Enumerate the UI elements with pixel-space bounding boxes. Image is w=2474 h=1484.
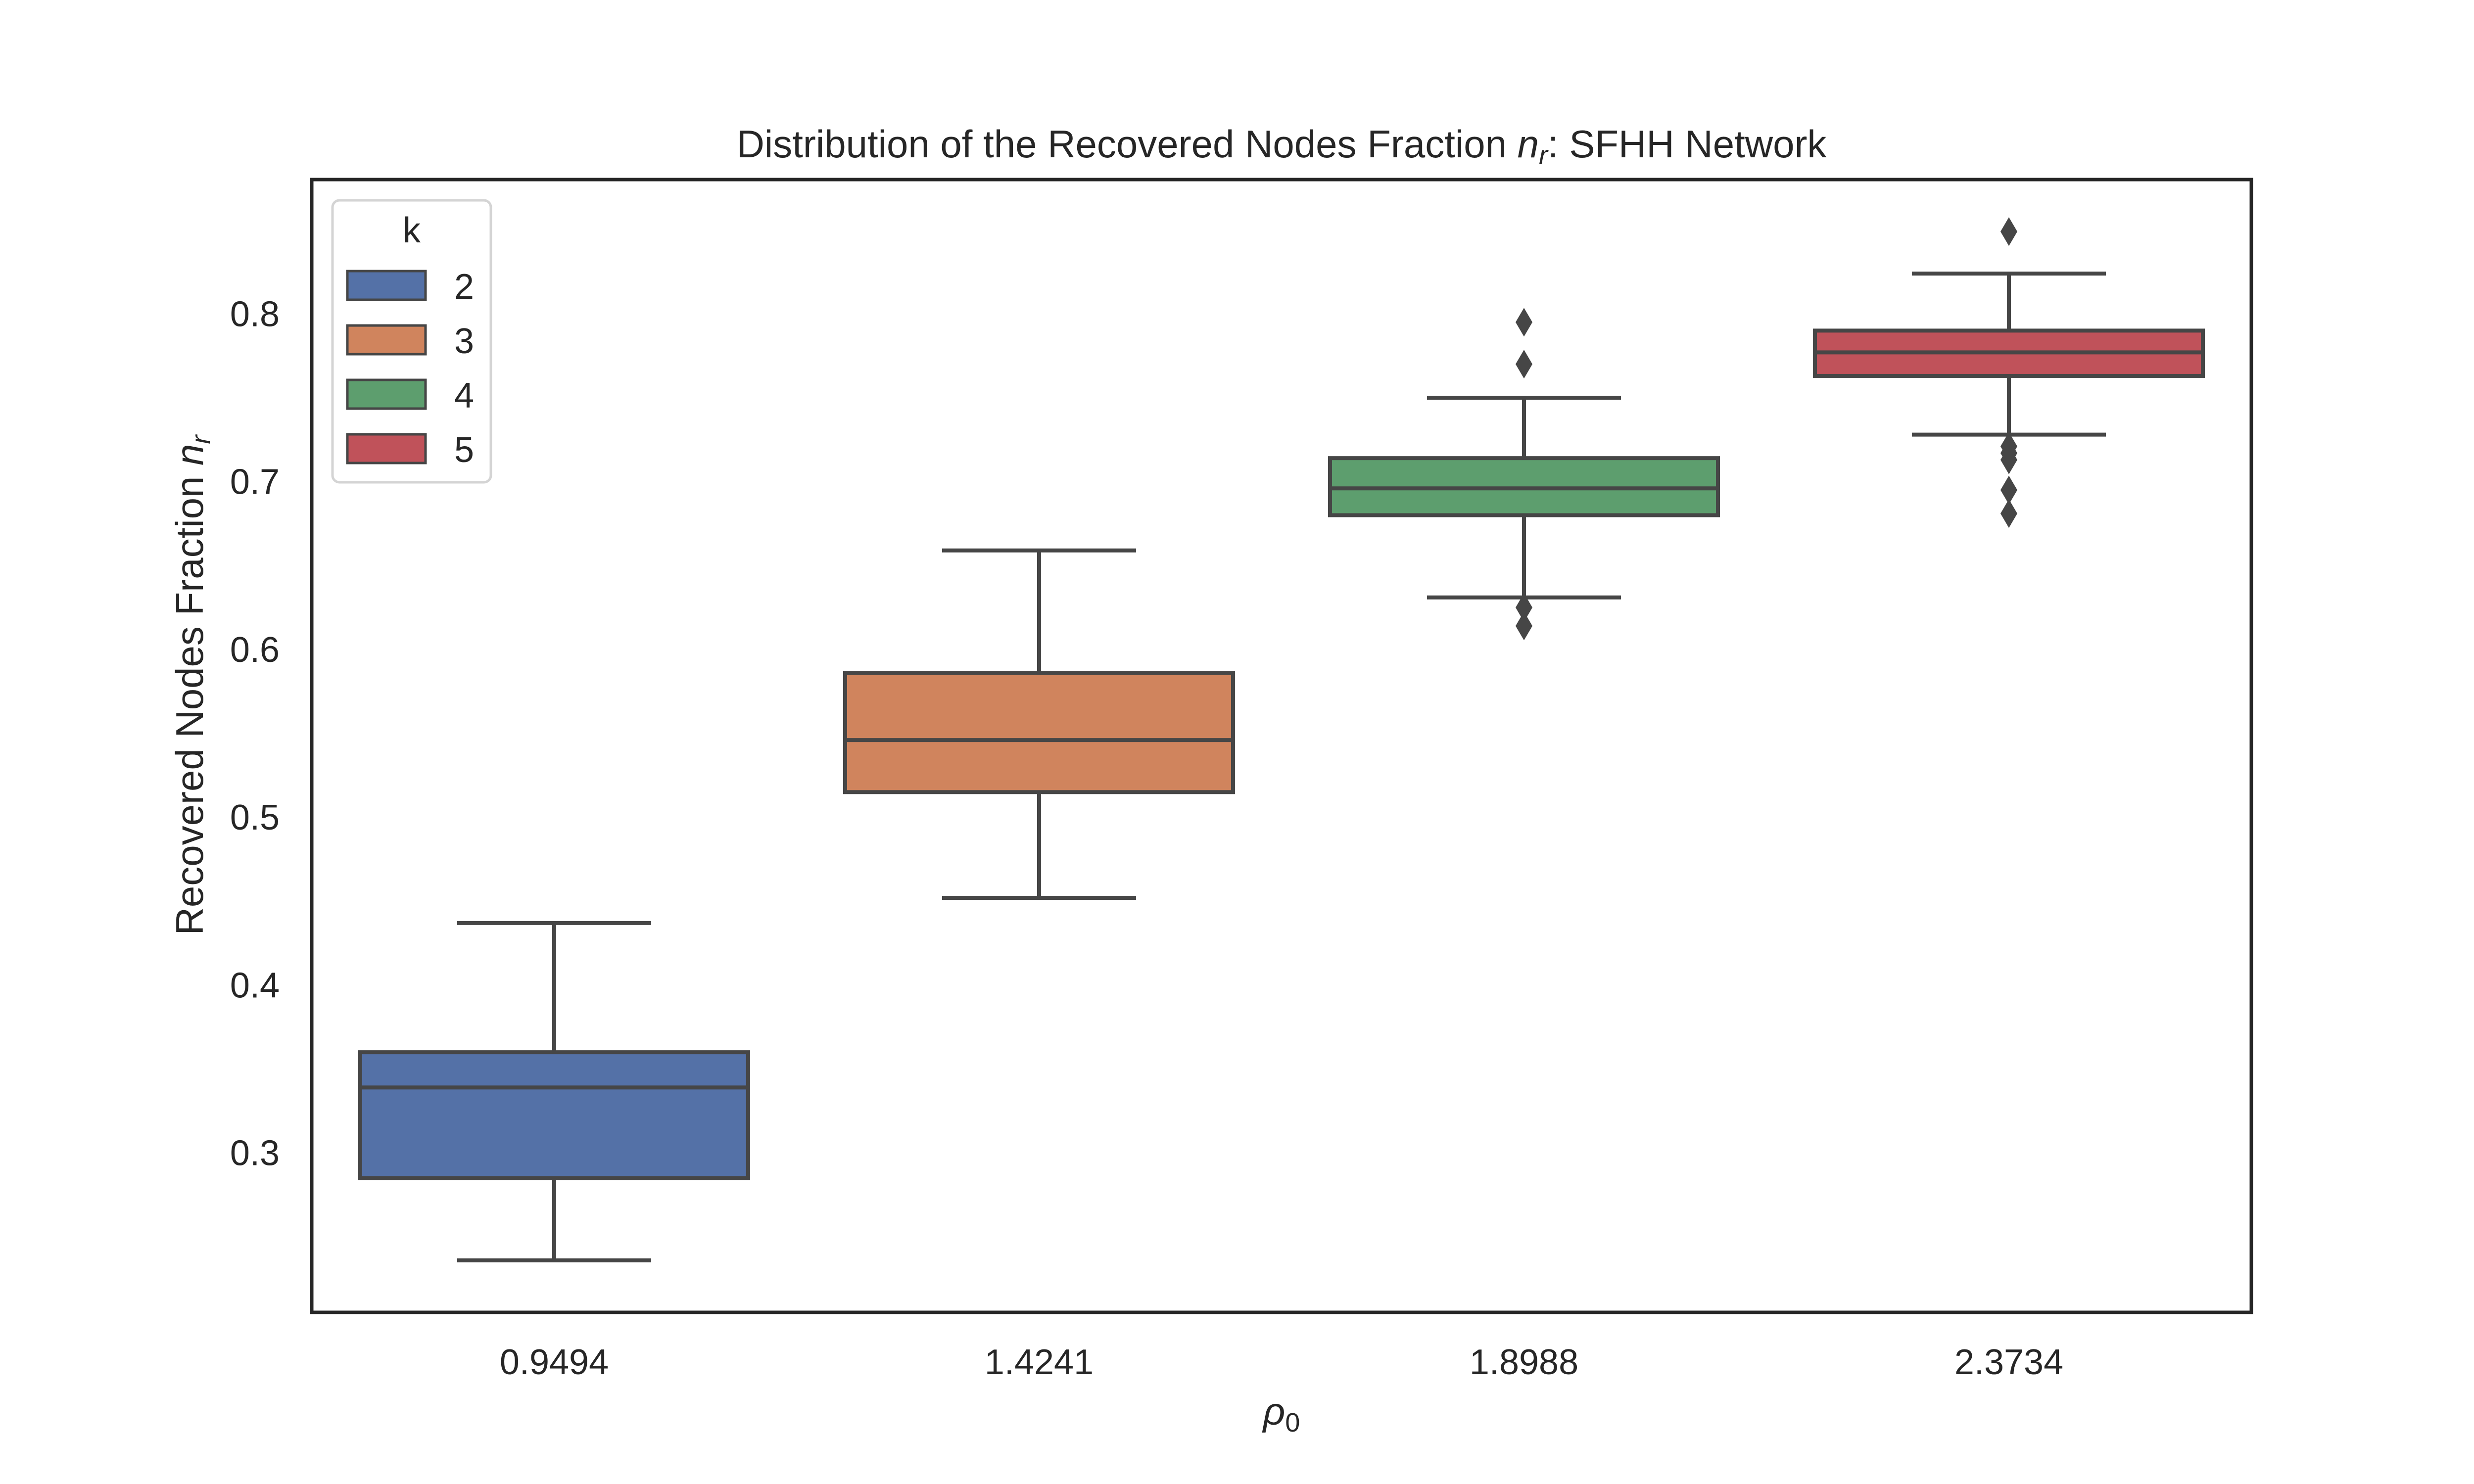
y-tick-label: 0.7 xyxy=(230,463,280,502)
box-group-k-3 xyxy=(843,548,1235,900)
boxes-layer xyxy=(358,217,2205,1262)
legend-title: k xyxy=(403,211,421,250)
x-tick-label: 0.9494 xyxy=(500,1343,609,1382)
legend-swatch-k-3 xyxy=(346,324,427,356)
y-axis-ticks: 0.3 0.4 0.5 0.6 0.7 0.8 xyxy=(230,294,280,1173)
plot-frame xyxy=(310,178,2253,1314)
legend-swatch-k-5 xyxy=(346,433,427,464)
legend-label-k-5: 5 xyxy=(454,430,474,470)
box-group-k-4 xyxy=(1328,308,1720,641)
x-tick-label: 2.3734 xyxy=(1954,1343,2063,1382)
x-axis-label: ρ0 xyxy=(1262,1390,1300,1438)
box-group-k-5 xyxy=(1813,217,2205,528)
legend-label-k-2: 2 xyxy=(454,267,474,307)
outlier-point xyxy=(2000,475,2017,505)
chart-title: Distribution of the Recovered Nodes Frac… xyxy=(737,122,1827,170)
box-group-k-2 xyxy=(358,921,750,1262)
y-axis-label: Recovered Nodes Fraction nr xyxy=(168,434,216,935)
outlier-point xyxy=(2000,217,2017,246)
legend-swatch-k-4 xyxy=(346,378,427,410)
x-tick-label: 1.4241 xyxy=(985,1343,1094,1382)
outlier-point xyxy=(1516,350,1532,379)
outlier-point xyxy=(1516,611,1532,641)
legend-label-k-4: 4 xyxy=(454,376,474,416)
legend-entries: 2 3 4 5 xyxy=(346,267,474,470)
legend: k 2 3 4 5 xyxy=(331,199,492,484)
outlier-point xyxy=(1516,593,1532,622)
legend-label-k-3: 3 xyxy=(454,322,474,361)
outlier-point xyxy=(2000,499,2017,528)
x-tick-label: 1.8988 xyxy=(1470,1343,1578,1382)
y-tick-label: 0.5 xyxy=(230,798,280,837)
y-tick-label: 0.4 xyxy=(230,966,280,1005)
y-tick-label: 0.3 xyxy=(230,1134,280,1173)
y-tick-label: 0.8 xyxy=(230,294,280,334)
box-iqr xyxy=(843,671,1235,794)
x-axis-ticks: 0.9494 1.4241 1.8988 2.3734 xyxy=(500,1343,2063,1382)
outlier-point xyxy=(1516,308,1532,337)
legend-swatch-k-2 xyxy=(346,270,427,301)
y-tick-label: 0.6 xyxy=(230,630,280,670)
box-iqr xyxy=(358,1050,750,1180)
outlier-point xyxy=(2000,432,2017,461)
